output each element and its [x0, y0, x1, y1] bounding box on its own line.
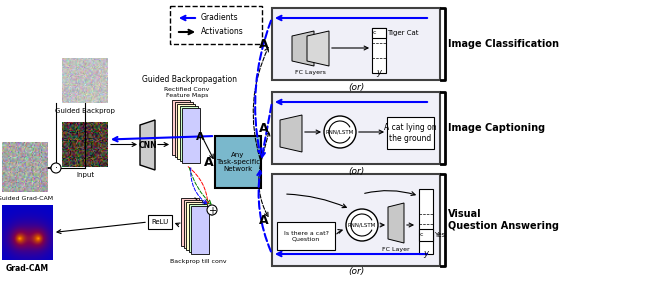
FancyBboxPatch shape	[181, 198, 199, 246]
Text: ·: ·	[55, 163, 57, 173]
FancyBboxPatch shape	[215, 136, 261, 188]
FancyBboxPatch shape	[182, 108, 200, 163]
Text: Grad-CAM: Grad-CAM	[6, 264, 49, 273]
Text: Input: Input	[76, 172, 94, 178]
Polygon shape	[140, 120, 155, 170]
FancyBboxPatch shape	[174, 102, 192, 157]
Text: Any
Task-specific
Network: Any Task-specific Network	[216, 152, 260, 172]
Text: RNN/LSTM: RNN/LSTM	[326, 130, 354, 135]
Text: A: A	[259, 214, 269, 226]
Text: Guided Backpropagation: Guided Backpropagation	[142, 76, 237, 85]
Text: Guided Grad-CAM: Guided Grad-CAM	[0, 196, 53, 201]
Text: Gradients: Gradients	[201, 13, 239, 22]
Text: Guided Backprop: Guided Backprop	[55, 108, 115, 114]
Text: (or): (or)	[348, 167, 364, 176]
FancyBboxPatch shape	[372, 28, 386, 73]
FancyBboxPatch shape	[170, 6, 262, 44]
FancyBboxPatch shape	[387, 117, 434, 149]
FancyBboxPatch shape	[179, 106, 198, 161]
FancyBboxPatch shape	[186, 202, 204, 250]
Text: A: A	[259, 121, 269, 135]
Polygon shape	[280, 115, 302, 152]
Text: ReLU: ReLU	[151, 219, 168, 225]
FancyBboxPatch shape	[372, 28, 386, 38]
FancyBboxPatch shape	[272, 92, 440, 164]
Circle shape	[346, 209, 378, 241]
Text: Activations: Activations	[201, 28, 244, 37]
FancyBboxPatch shape	[272, 8, 440, 80]
Text: y: y	[376, 68, 382, 77]
Text: Visual
Question Answering: Visual Question Answering	[448, 209, 559, 231]
FancyBboxPatch shape	[188, 204, 207, 252]
FancyBboxPatch shape	[191, 206, 209, 254]
Text: Rectified Conv
Feature Maps: Rectified Conv Feature Maps	[164, 87, 210, 98]
FancyBboxPatch shape	[172, 100, 190, 155]
Text: A: A	[196, 133, 205, 142]
FancyBboxPatch shape	[148, 215, 172, 229]
Text: Tiger Cat: Tiger Cat	[387, 30, 419, 36]
Text: Is there a cat?
Question: Is there a cat? Question	[283, 231, 328, 241]
FancyBboxPatch shape	[183, 200, 202, 248]
Text: FC Layers: FC Layers	[294, 70, 326, 75]
Text: (or): (or)	[348, 83, 364, 92]
FancyBboxPatch shape	[277, 222, 335, 250]
Text: A cat lying on
the ground: A cat lying on the ground	[384, 123, 436, 143]
FancyBboxPatch shape	[419, 229, 433, 241]
FancyBboxPatch shape	[177, 104, 195, 159]
Circle shape	[51, 163, 61, 173]
Text: Image Classification: Image Classification	[448, 39, 559, 49]
Text: c: c	[373, 31, 376, 35]
Text: Image Captioning: Image Captioning	[448, 123, 545, 133]
Text: RNN/LSTM: RNN/LSTM	[348, 223, 376, 228]
Text: +: +	[208, 205, 216, 216]
Text: (or): (or)	[348, 267, 364, 276]
Text: FC Layer: FC Layer	[382, 247, 410, 252]
Text: A: A	[259, 37, 269, 51]
FancyBboxPatch shape	[272, 174, 440, 266]
Circle shape	[324, 116, 356, 148]
Circle shape	[207, 205, 217, 215]
Text: y: y	[424, 249, 428, 258]
Text: c: c	[420, 232, 424, 237]
Polygon shape	[388, 203, 404, 243]
Polygon shape	[292, 31, 314, 66]
Polygon shape	[307, 31, 329, 66]
Text: CNN: CNN	[138, 140, 157, 149]
Text: Yes: Yes	[434, 232, 445, 238]
Text: A: A	[204, 155, 214, 169]
FancyBboxPatch shape	[419, 189, 433, 254]
Text: Backprop till conv: Backprop till conv	[170, 259, 226, 264]
